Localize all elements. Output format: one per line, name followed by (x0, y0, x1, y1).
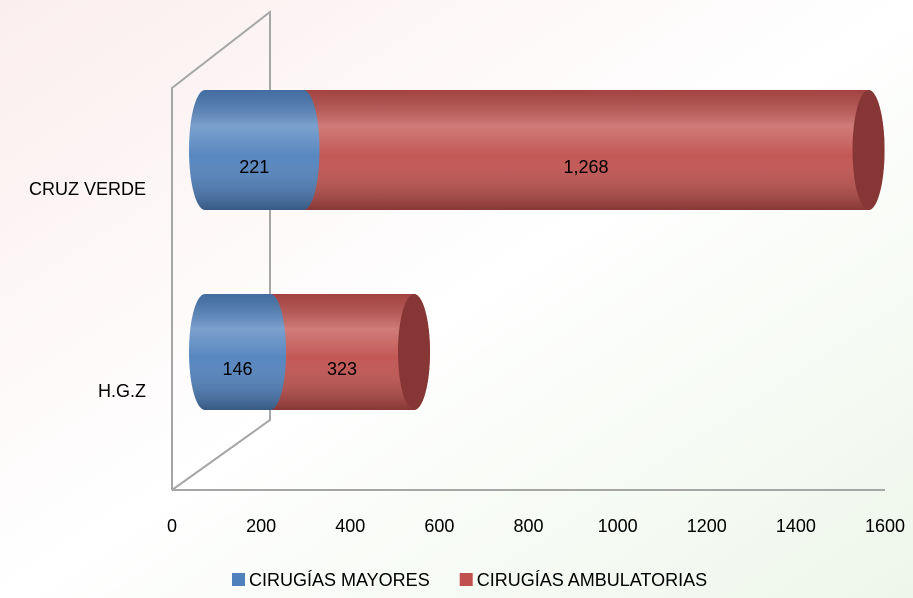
legend-swatch (459, 573, 473, 586)
value-label: 323 (327, 359, 357, 379)
x-tick-label: 0 (167, 516, 177, 536)
value-label: 221 (239, 157, 269, 177)
plot: 0 200 400 600 800 1000 1200 1400 1600 CRUZ VERDE 2… (29, 90, 905, 590)
x-tick-label: 1000 (598, 516, 638, 536)
bar-cap-shade (397, 294, 430, 410)
chart-walls (171, 9, 885, 491)
bar-cap (852, 90, 885, 210)
bar-shading (254, 294, 430, 410)
legend-label: CIRUGÍAS AMBULATORIAS (477, 570, 707, 590)
legend-label: CIRUGÍAS MAYORES (249, 570, 430, 590)
bar-cap-shade (852, 90, 885, 210)
bar-shading (287, 90, 885, 211)
category-label: H.G.Z (98, 381, 146, 401)
x-tick-label: 1200 (687, 516, 727, 536)
x-tick-label: 800 (513, 516, 543, 536)
x-tick-label: 400 (335, 516, 365, 536)
bar-cap (397, 294, 430, 410)
x-tick-label: 200 (246, 516, 276, 536)
bar-shading (189, 90, 320, 210)
x-tick-label: 1600 (865, 516, 905, 536)
category-label: CRUZ VERDE (29, 179, 146, 199)
x-tick-label: 1400 (776, 516, 816, 536)
value-label: 1,268 (563, 157, 608, 177)
value-label: 146 (223, 359, 253, 379)
back-wall (171, 9, 271, 491)
legend-swatch (232, 573, 245, 586)
x-tick-label: 600 (424, 516, 454, 536)
bar-shading (189, 294, 287, 410)
